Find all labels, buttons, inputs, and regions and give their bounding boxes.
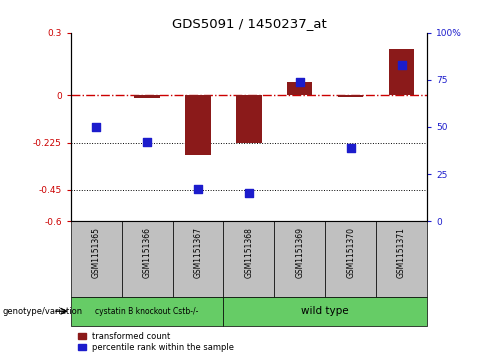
Text: GSM1151369: GSM1151369: [295, 227, 305, 278]
Point: [296, 79, 304, 85]
Text: cystatin B knockout Cstb-/-: cystatin B knockout Cstb-/-: [96, 307, 199, 316]
Bar: [122, 221, 173, 297]
Bar: [236, 95, 262, 143]
Text: GSM1151371: GSM1151371: [397, 227, 406, 278]
Title: GDS5091 / 1450237_at: GDS5091 / 1450237_at: [171, 17, 326, 30]
Text: GSM1151366: GSM1151366: [142, 227, 152, 278]
Bar: [173, 221, 224, 297]
Bar: [389, 49, 414, 95]
Bar: [185, 95, 211, 155]
Text: GSM1151370: GSM1151370: [346, 227, 355, 278]
Text: GSM1151365: GSM1151365: [92, 227, 101, 278]
Bar: [325, 221, 376, 297]
Bar: [71, 297, 224, 326]
Point: [194, 186, 202, 192]
Bar: [224, 221, 274, 297]
Text: wild type: wild type: [302, 306, 349, 316]
Point: [245, 190, 253, 196]
Text: GSM1151368: GSM1151368: [244, 227, 253, 278]
Bar: [71, 221, 122, 297]
Point: [347, 145, 355, 151]
Bar: [338, 95, 364, 97]
Point: [92, 124, 100, 130]
Bar: [274, 221, 325, 297]
Legend: transformed count, percentile rank within the sample: transformed count, percentile rank withi…: [75, 329, 238, 355]
Point: [398, 62, 406, 68]
Bar: [376, 221, 427, 297]
Bar: [134, 95, 160, 98]
Point: [143, 139, 151, 145]
Text: GSM1151367: GSM1151367: [193, 227, 203, 278]
Bar: [224, 297, 427, 326]
Text: genotype/variation: genotype/variation: [2, 307, 82, 316]
Bar: [287, 82, 312, 95]
